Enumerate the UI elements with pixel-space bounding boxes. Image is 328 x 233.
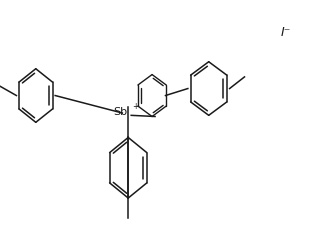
Text: Sb: Sb — [114, 107, 128, 117]
Text: +: + — [133, 102, 139, 110]
Text: I⁻: I⁻ — [281, 26, 292, 39]
